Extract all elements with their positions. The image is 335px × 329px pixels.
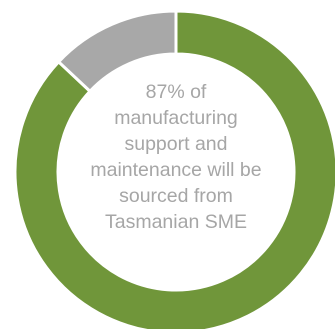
center-label: 87% of manufacturing support and mainten…	[90, 81, 262, 233]
slice-other	[56, 9, 178, 94]
slice-tasmanian-sme	[13, 9, 335, 329]
